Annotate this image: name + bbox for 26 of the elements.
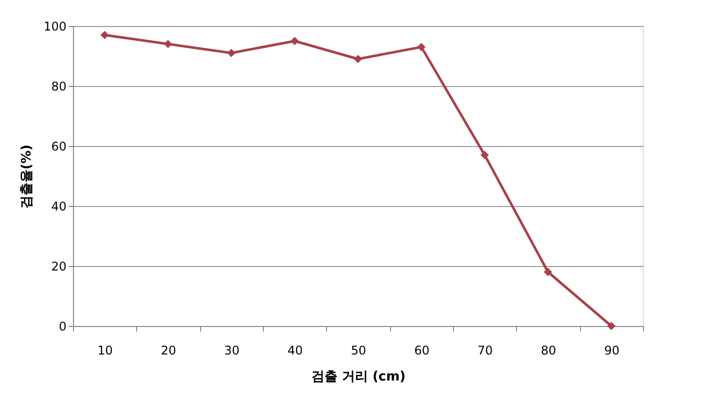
point xyxy=(480,150,489,160)
x-tick-label: 30 xyxy=(224,344,240,358)
y-tick-label: 40 xyxy=(51,200,66,214)
point xyxy=(354,54,362,64)
x-tick-label: 40 xyxy=(288,344,303,358)
x-tick-label: 20 xyxy=(160,344,176,358)
x-tick-label: 90 xyxy=(604,344,620,358)
point xyxy=(164,40,172,48)
x-tick-label: 10 xyxy=(98,344,113,358)
point xyxy=(100,30,109,40)
point xyxy=(544,268,552,276)
y-axis-title: 검출율(%) xyxy=(20,144,35,208)
x-axis-title: 검출 거리 (cm) xyxy=(311,370,406,384)
point xyxy=(417,42,426,52)
y-tick-label: 0 xyxy=(58,320,66,334)
point xyxy=(227,48,236,58)
x-tick-label: 50 xyxy=(350,344,366,358)
x-tick-label: 70 xyxy=(478,344,493,358)
y-tick-label: 80 xyxy=(51,80,66,94)
point xyxy=(290,36,299,46)
x-tick-label: 60 xyxy=(414,344,430,358)
point xyxy=(607,322,616,330)
y-tick-label: 100 xyxy=(44,20,66,34)
y-tick-label: 20 xyxy=(51,260,66,274)
y-tick-label: 60 xyxy=(51,140,66,154)
x-tick-label: 80 xyxy=(540,344,556,358)
